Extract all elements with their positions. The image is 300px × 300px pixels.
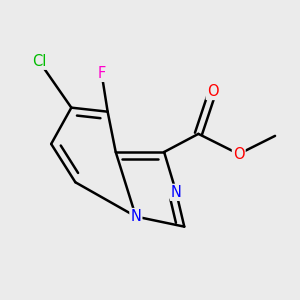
Text: F: F <box>98 66 106 81</box>
Text: O: O <box>207 84 218 99</box>
Text: Cl: Cl <box>32 54 46 69</box>
Text: N: N <box>171 185 182 200</box>
Text: N: N <box>130 209 141 224</box>
Text: O: O <box>233 146 244 161</box>
